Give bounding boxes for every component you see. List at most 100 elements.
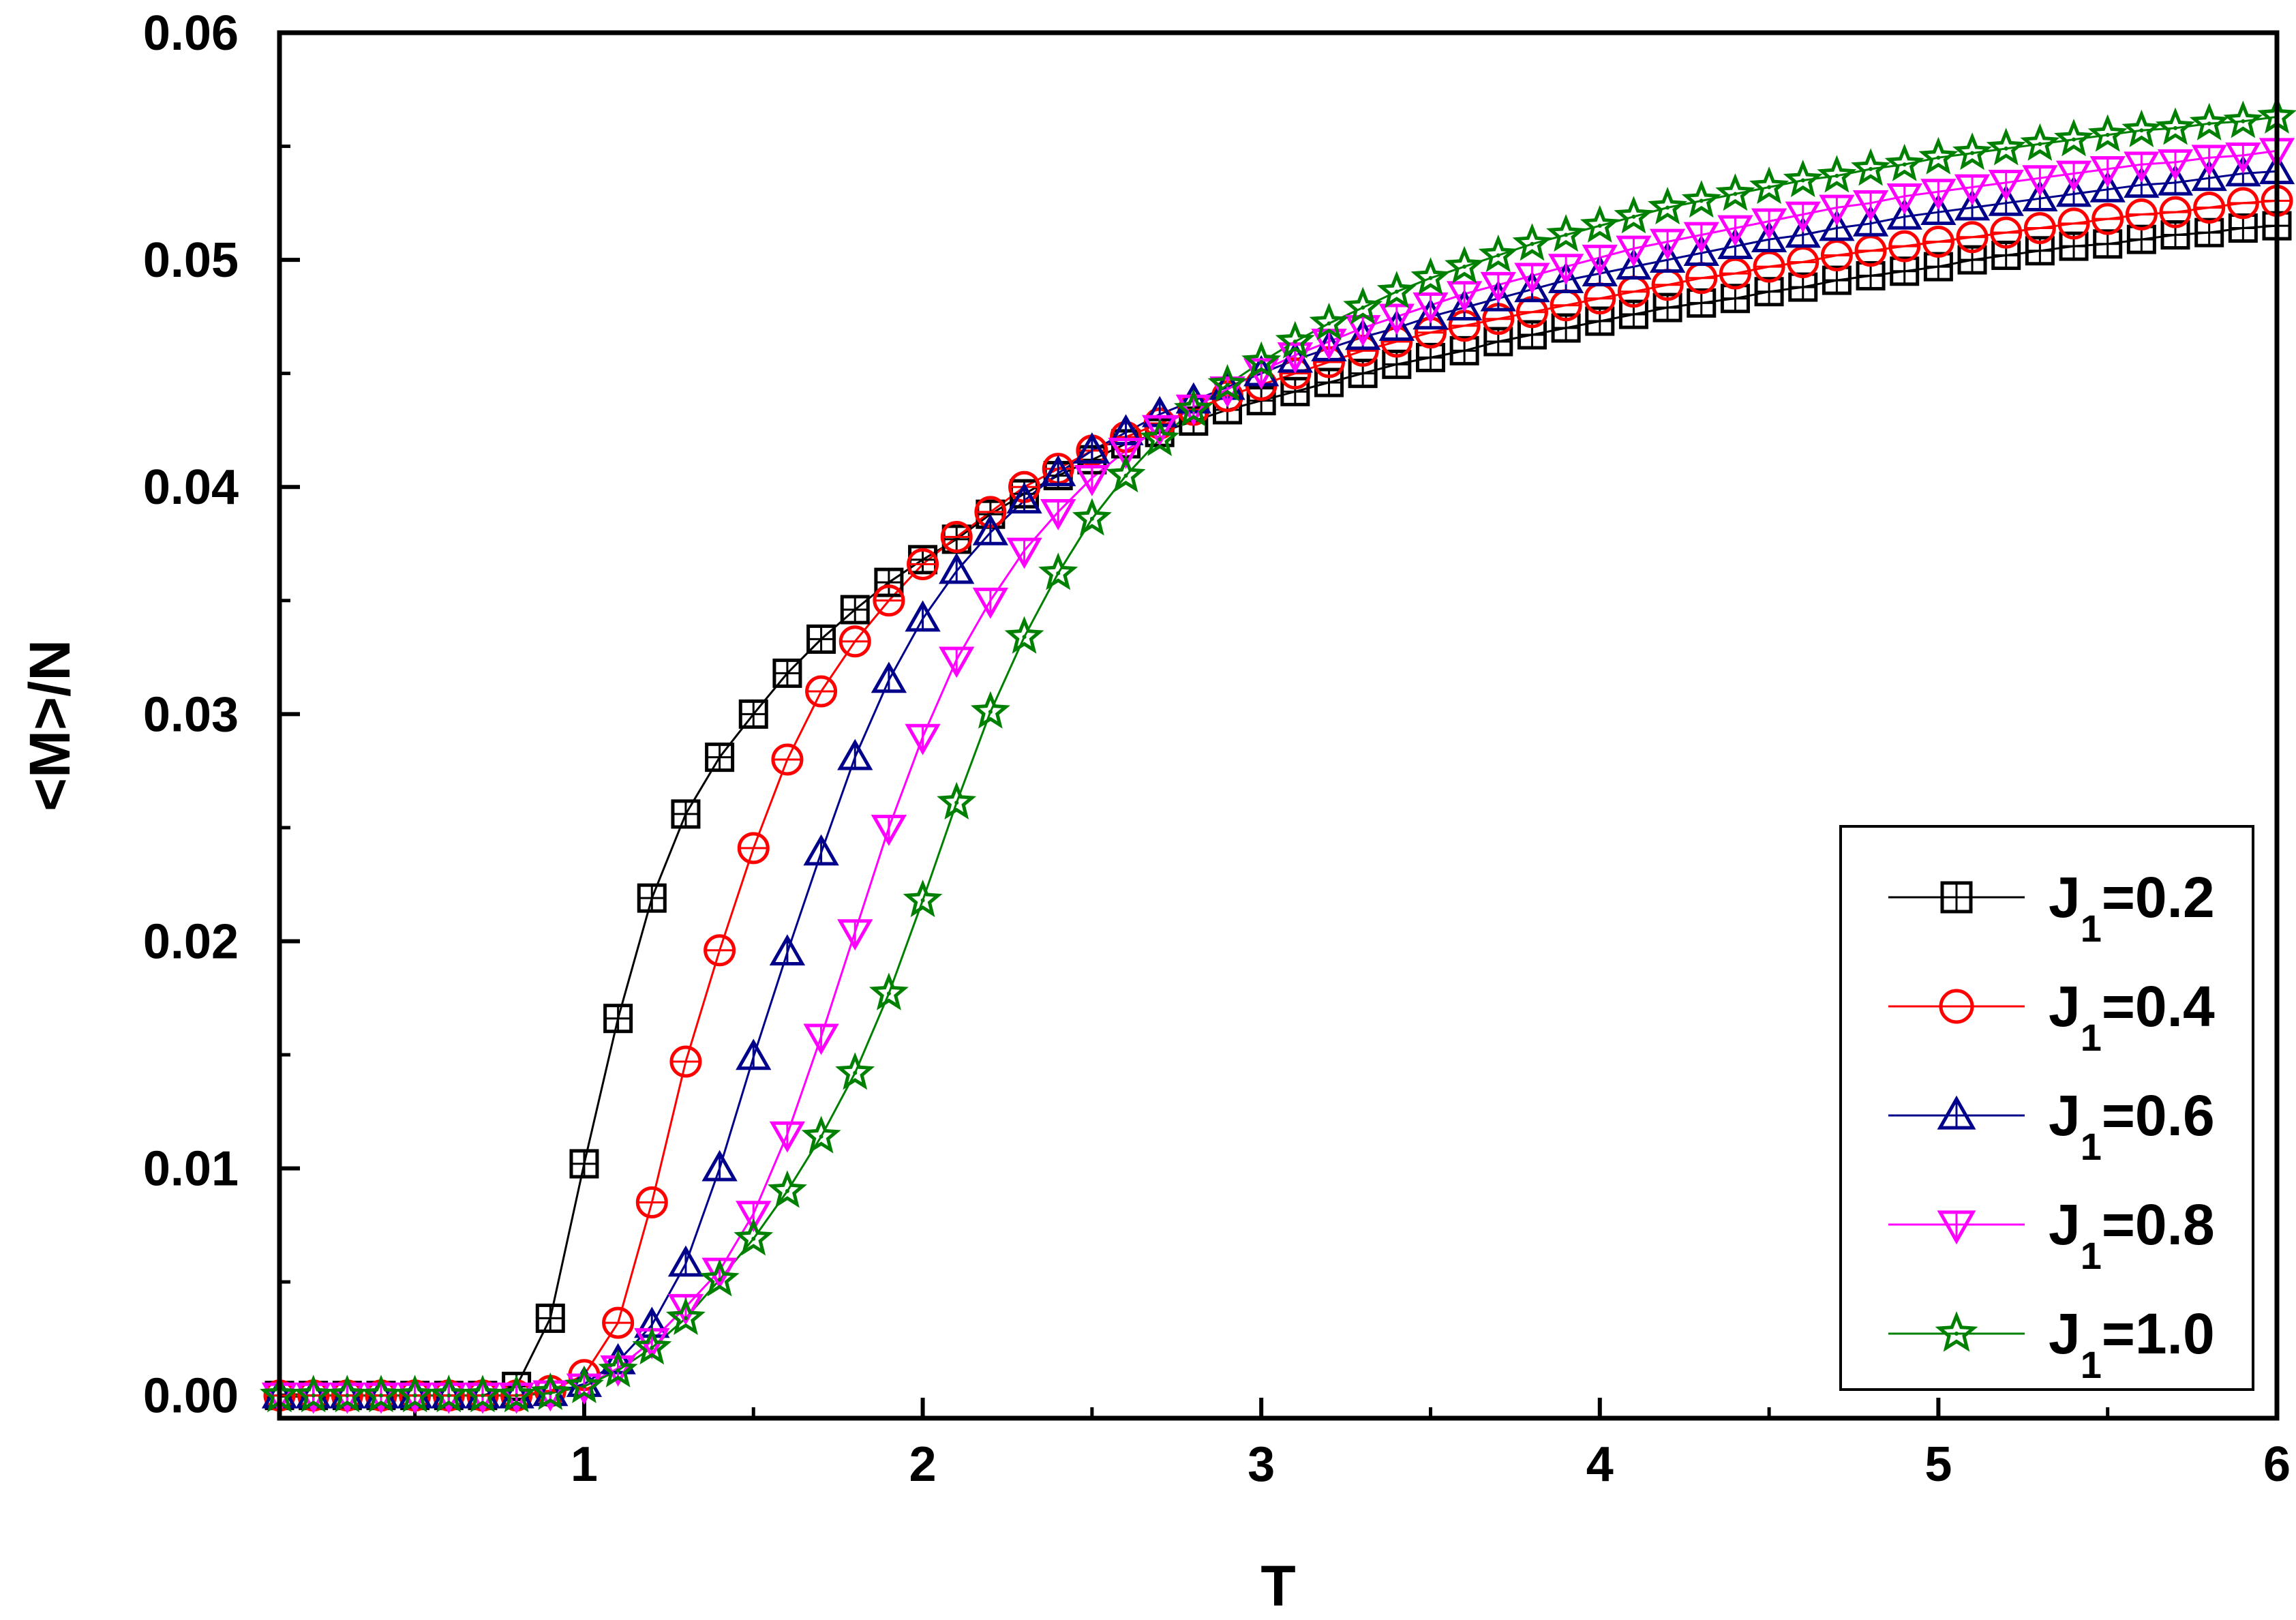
data-point [1072,498,1112,536]
data-point [669,1045,702,1078]
data-point [1787,245,1819,278]
data-point [705,742,735,772]
data-point [1648,186,1688,225]
data-point [2057,207,2090,240]
data-point [1376,271,1417,309]
data-point [1314,368,1344,397]
data-point [395,1375,435,1413]
data-point [871,661,907,693]
legend-label: J1=0.6 [2049,1083,2215,1168]
data-point [1514,262,1550,295]
legend-item-4: J1=0.8 [1888,1192,2215,1277]
data-point [327,1375,367,1413]
data-point [972,587,1009,619]
x-axis-title: T [1260,1554,1295,1618]
data-point [1582,244,1618,276]
data-point [598,1349,638,1388]
data-point [1275,320,1315,359]
legend-label: J1=1.0 [2049,1302,2215,1386]
y-axis-title: <M>/N [18,640,82,811]
data-point [2226,187,2259,220]
data-point [701,1150,738,1182]
y-tick-label: 0.00 [143,1369,239,1424]
y-tick-label: 0.04 [143,460,239,515]
data-point [2159,196,2192,228]
legend-marker [1937,1210,1976,1245]
data-point [1788,272,1818,302]
data-point [1547,254,1584,285]
data-point [1852,190,1889,222]
data-point [2125,198,2158,230]
legend-item-3: J1=0.6 [1888,1083,2215,1168]
data-point [1986,127,2026,166]
data-point [1753,250,1785,283]
data-point [2228,213,2258,243]
data-point [1922,225,1954,258]
data-point [2087,114,2128,152]
data-point [1106,455,1146,493]
data-point [1717,215,1753,247]
y-tick-label: 0.05 [143,233,239,288]
y-tick-label: 0.01 [143,1142,239,1197]
data-point [671,799,701,829]
data-point [805,675,838,708]
data-point [1888,230,1921,262]
data-point [637,883,667,913]
y-tick-label: 0.06 [143,6,239,61]
data-point [839,625,871,658]
data-point [1988,169,2024,201]
data-point [2091,202,2124,235]
data-point [905,600,941,632]
legend-marker [1940,881,1973,914]
data-point [1480,271,1516,303]
data-point [1681,180,1721,218]
data-point [429,1375,469,1413]
data-point [1006,537,1042,569]
data-point [1207,363,1248,402]
data-point [1546,213,1586,252]
data-point [569,1149,599,1179]
data-point [970,691,1010,729]
data-point [704,934,736,967]
data-point [1817,155,1857,193]
legend-marker [1937,1095,1976,1130]
data-point [972,513,1009,545]
data-point [1309,302,1349,341]
data-point [1413,292,1449,324]
data-point [736,1038,772,1070]
data-point [2157,149,2194,181]
x-tick-label: 1 [571,1437,598,1492]
legend-item-5: J1=1.0 [1888,1302,2215,1386]
data-point [665,1297,706,1336]
data-point [1719,257,1751,290]
data-point [2124,151,2160,183]
data-point [2225,142,2261,174]
data-point [871,815,907,846]
data-point [803,1023,839,1055]
data-point [602,1306,635,1339]
data-point [1280,376,1310,406]
data-point [1886,183,1922,215]
data-point [1343,286,1383,325]
data-point [2055,160,2092,192]
data-point [1006,482,1042,514]
data-point [769,1121,806,1153]
data-point [2054,119,2094,157]
data-point [1614,196,1654,234]
data-point [535,1303,565,1333]
data-point [463,1375,502,1413]
y-tick-label: 0.03 [143,687,239,742]
data-point [1884,143,1924,181]
data-point [1478,234,1518,273]
data-point [1074,432,1111,464]
data-point [840,595,870,625]
data-point [667,1245,704,1277]
data-point [1445,245,1485,284]
series-markers [260,95,2296,1414]
data-point [1446,281,1483,312]
legend-label: J1=0.4 [2049,974,2215,1059]
data-point [1649,228,1686,260]
data-point [1449,335,1479,365]
y-tick-label: 0.02 [143,914,239,969]
